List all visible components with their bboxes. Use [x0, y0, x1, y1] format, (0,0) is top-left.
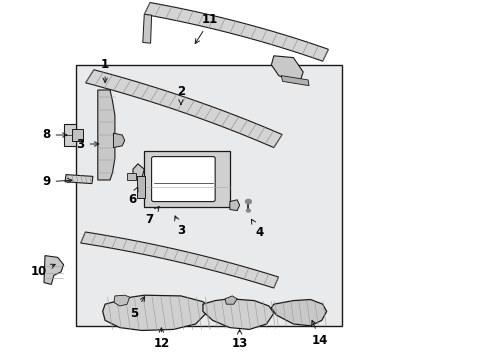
Bar	[137, 176, 144, 198]
Text: 13: 13	[231, 330, 247, 350]
Text: 3: 3	[174, 216, 184, 237]
Polygon shape	[114, 295, 129, 306]
Circle shape	[245, 199, 251, 204]
Text: 9: 9	[42, 175, 72, 188]
Polygon shape	[102, 295, 210, 330]
Polygon shape	[76, 65, 342, 326]
FancyBboxPatch shape	[151, 157, 215, 202]
Polygon shape	[281, 76, 308, 86]
Bar	[144, 151, 229, 207]
Text: 3: 3	[77, 138, 99, 150]
Polygon shape	[142, 14, 151, 43]
Polygon shape	[65, 175, 93, 184]
Polygon shape	[85, 70, 282, 148]
Polygon shape	[81, 232, 278, 288]
Text: 2: 2	[177, 85, 184, 104]
Text: 7: 7	[145, 207, 159, 226]
Text: 10: 10	[31, 264, 55, 278]
Text: 1: 1	[101, 58, 109, 82]
Polygon shape	[44, 256, 63, 284]
Polygon shape	[203, 299, 273, 329]
Bar	[127, 173, 136, 180]
Polygon shape	[63, 124, 76, 146]
Text: 8: 8	[42, 129, 67, 141]
Polygon shape	[113, 133, 124, 148]
Circle shape	[246, 209, 250, 212]
Polygon shape	[98, 90, 115, 180]
Text: 4: 4	[251, 219, 263, 239]
Text: 6: 6	[128, 187, 138, 206]
Polygon shape	[144, 3, 328, 61]
Polygon shape	[133, 164, 144, 178]
Polygon shape	[224, 296, 237, 304]
Polygon shape	[271, 56, 303, 83]
Text: 5: 5	[130, 297, 144, 320]
Polygon shape	[229, 200, 239, 211]
Polygon shape	[271, 300, 326, 326]
Text: 14: 14	[311, 320, 328, 347]
Text: 11: 11	[195, 13, 218, 44]
Bar	[72, 129, 83, 141]
Text: 12: 12	[153, 328, 169, 350]
